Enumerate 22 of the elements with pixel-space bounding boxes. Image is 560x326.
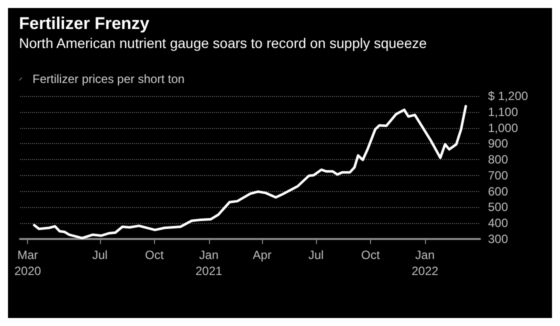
legend-label: Fertilizer prices per short ton: [32, 72, 185, 86]
y-tick-label: 1,000: [488, 120, 518, 135]
y-tick-label: 400: [488, 216, 508, 230]
x-tick-label: Oct: [145, 248, 164, 262]
y-tick-label: 300: [488, 232, 508, 246]
y-tick-label: 1,100: [488, 104, 518, 119]
chart-title: Fertilizer Frenzy: [19, 14, 150, 33]
x-tick-label: Jan 2021: [196, 248, 223, 278]
x-tick-label: Apr: [252, 248, 272, 262]
x-tick-label: Jul: [92, 248, 108, 262]
chart-subtitle: North American nutrient gauge soars to record on supply squeeze: [19, 35, 428, 51]
line-series: [32, 104, 468, 240]
y-tick-label: 600: [488, 184, 508, 198]
x-tick-label: Jan 2022: [412, 248, 439, 278]
y-tick-label: 500: [488, 200, 508, 214]
y-tick-label: $ 1,200: [488, 89, 528, 103]
x-tick-label: Oct: [361, 248, 380, 262]
y-tick-label: 800: [488, 152, 508, 167]
x-tick-label: Jul: [308, 248, 324, 262]
y-tick-label: 900: [488, 136, 508, 151]
x-tick-label: Mar 2020: [14, 248, 42, 278]
y-tick-label: 700: [488, 168, 508, 182]
